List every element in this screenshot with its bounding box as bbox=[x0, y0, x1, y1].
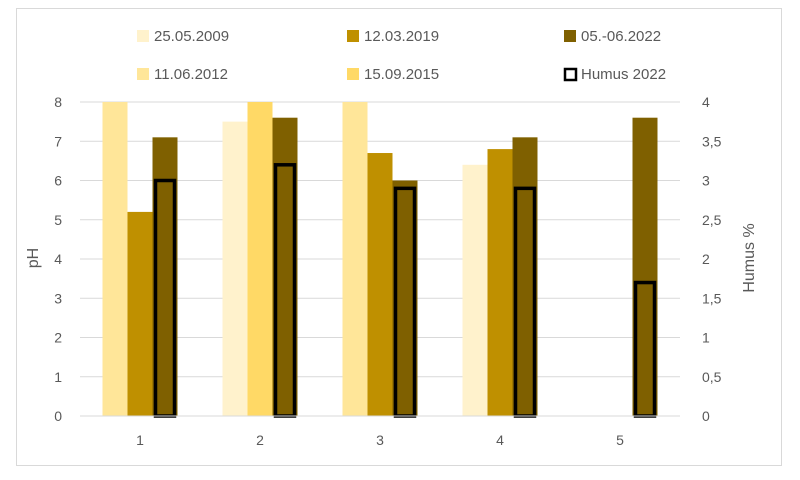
y-tick-label: 1 bbox=[54, 369, 62, 385]
bar bbox=[342, 102, 368, 416]
legend-label: 15.09.2015 bbox=[364, 66, 439, 83]
legend-label: Humus 2022 bbox=[581, 66, 666, 83]
legend-swatch bbox=[137, 30, 149, 42]
y2-tick-label: 2,5 bbox=[702, 212, 722, 228]
legend-label: 25.05.2009 bbox=[154, 28, 229, 45]
y-tick-label: 5 bbox=[54, 212, 62, 228]
legend-swatch bbox=[137, 68, 149, 80]
y2-axis-ticks: 0 0,5 1 1,5 2 2,5 3 3,5 4 bbox=[702, 94, 722, 424]
y2-tick-label: 3 bbox=[702, 173, 710, 189]
legend-label: 05.-06.2022 bbox=[581, 28, 661, 45]
y-tick-label: 6 bbox=[54, 173, 62, 189]
legend-label: 11.06.2012 bbox=[154, 66, 228, 83]
y-axis-title: pH bbox=[25, 248, 42, 268]
x-tick-label: 2 bbox=[256, 432, 264, 448]
legend-swatch bbox=[347, 30, 359, 42]
y2-tick-label: 1,5 bbox=[702, 290, 722, 306]
y-tick-label: 3 bbox=[54, 290, 62, 306]
bar bbox=[222, 121, 248, 416]
y-tick-label: 2 bbox=[54, 330, 62, 346]
legend-swatch bbox=[563, 67, 578, 82]
bars-group bbox=[80, 102, 680, 418]
bar bbox=[487, 149, 513, 416]
y-axis-ticks: 0 1 2 3 4 5 6 7 8 bbox=[54, 94, 62, 424]
legend-swatch bbox=[564, 30, 576, 42]
x-tick-label: 3 bbox=[376, 432, 384, 448]
bar bbox=[102, 102, 128, 416]
y-tick-label: 4 bbox=[54, 251, 62, 267]
y2-tick-label: 2 bbox=[702, 251, 710, 267]
y-tick-label: 0 bbox=[54, 408, 62, 424]
bar bbox=[247, 102, 273, 416]
x-tick-label: 1 bbox=[136, 432, 144, 448]
y2-axis-title: Humus % bbox=[741, 223, 758, 292]
legend-label: 12.03.2019 bbox=[364, 28, 439, 45]
x-axis-ticks: 1 2 3 4 5 bbox=[136, 432, 624, 448]
x-tick-label: 4 bbox=[496, 432, 504, 448]
legend: 25.05.2009 12.03.2019 05.-06.2022 11.06.201… bbox=[137, 28, 666, 83]
y2-tick-label: 4 bbox=[702, 94, 710, 110]
x-tick-label: 5 bbox=[616, 432, 624, 448]
bar bbox=[127, 211, 153, 416]
y2-tick-label: 1 bbox=[702, 330, 710, 346]
bar bbox=[367, 153, 393, 416]
y2-tick-label: 0 bbox=[702, 408, 710, 424]
y2-tick-label: 0,5 bbox=[702, 369, 722, 385]
y-tick-label: 7 bbox=[54, 133, 62, 149]
bar bbox=[462, 164, 488, 416]
legend-swatch bbox=[347, 68, 359, 80]
y2-tick-label: 3,5 bbox=[702, 133, 722, 149]
y-tick-label: 8 bbox=[54, 94, 62, 110]
